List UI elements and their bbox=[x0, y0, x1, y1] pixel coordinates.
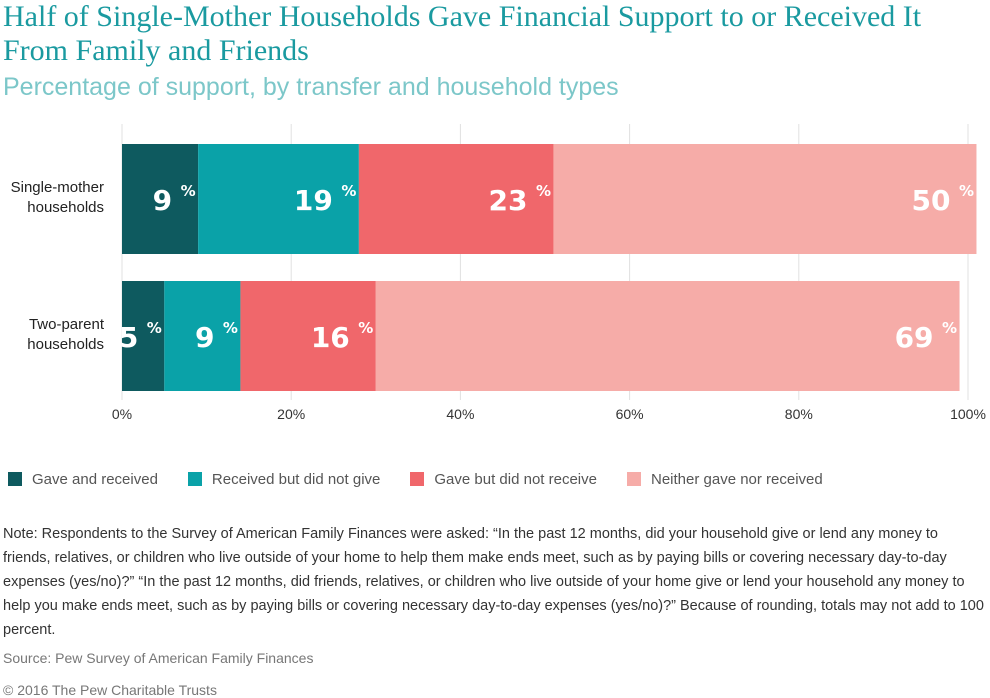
legend-label: Gave and received bbox=[32, 470, 158, 488]
data-label-percent: % bbox=[358, 319, 373, 337]
data-label: 50 bbox=[911, 184, 950, 217]
x-tick-label: 100% bbox=[950, 406, 986, 422]
legend-label: Gave but did not receive bbox=[434, 470, 597, 488]
bar-segment bbox=[198, 144, 359, 254]
legend-label: Received but did not give bbox=[211, 470, 381, 488]
legend-swatch bbox=[8, 472, 22, 486]
data-label-percent: % bbox=[959, 182, 974, 200]
source-text: Source: Pew Survey of American Family Fi… bbox=[3, 650, 314, 666]
note-text: Note: Respondents to the Survey of Ameri… bbox=[3, 526, 984, 638]
category-label-line: Single-mother bbox=[11, 179, 104, 196]
data-label: 19 bbox=[294, 184, 333, 217]
data-label-percent: % bbox=[223, 319, 238, 337]
data-label: 69 bbox=[895, 321, 934, 354]
category-label: Single-mother households bbox=[11, 179, 104, 216]
x-tick-label: 60% bbox=[616, 406, 644, 422]
legend-item: Gave and received bbox=[8, 471, 158, 488]
chart-subtitle: Percentage of support, by transfer and h… bbox=[3, 73, 619, 101]
legend-swatch bbox=[626, 472, 641, 486]
x-tick-label: 20% bbox=[277, 406, 305, 422]
data-label-percent: % bbox=[147, 319, 162, 337]
category-label-line: Two-parent bbox=[29, 316, 105, 333]
category-label: Two-parent households bbox=[27, 316, 105, 353]
legend-item: Neither gave nor received bbox=[626, 470, 823, 488]
copyright-text: © 2016 The Pew Charitable Trusts bbox=[3, 682, 217, 698]
data-label-percent: % bbox=[536, 182, 551, 200]
x-tick-label: 0% bbox=[112, 406, 132, 422]
legend-swatch bbox=[187, 472, 202, 486]
bar-segment bbox=[240, 281, 376, 391]
data-label: 9 bbox=[153, 184, 172, 217]
data-label: 9 bbox=[195, 321, 214, 354]
data-label-percent: % bbox=[341, 182, 356, 200]
stacked-bar-chart: 0% 20% 40% 60% 80% 100% 9% 19% 23% 50 % Single-moth… bbox=[11, 124, 986, 422]
legend: Gave and received Received but did not gi… bbox=[8, 468, 823, 490]
legend-swatch bbox=[410, 472, 425, 486]
bar-segment bbox=[122, 281, 165, 391]
data-label: 16 bbox=[311, 321, 350, 354]
x-tick-label: 80% bbox=[785, 406, 813, 422]
bar-segment bbox=[553, 144, 977, 254]
data-label-percent: % bbox=[942, 319, 957, 337]
x-tick-label: 40% bbox=[446, 406, 474, 422]
legend-label: Neither gave nor received bbox=[650, 470, 823, 488]
legend-item: Gave but did not receive bbox=[410, 471, 597, 488]
data-label: 23 bbox=[488, 184, 527, 217]
bar-segment bbox=[164, 281, 241, 391]
bar-segment bbox=[122, 144, 199, 254]
data-label-percent: % bbox=[181, 182, 196, 200]
category-label-line: households bbox=[27, 336, 104, 353]
chart-title: Half of Single-Mother Households Gave Fi… bbox=[3, 0, 922, 67]
bar-segment bbox=[375, 281, 960, 391]
category-label-line: households bbox=[27, 199, 104, 216]
bar-segment bbox=[358, 144, 554, 254]
legend-item: Received but did not give bbox=[187, 470, 381, 488]
data-label: 5 bbox=[119, 321, 138, 354]
